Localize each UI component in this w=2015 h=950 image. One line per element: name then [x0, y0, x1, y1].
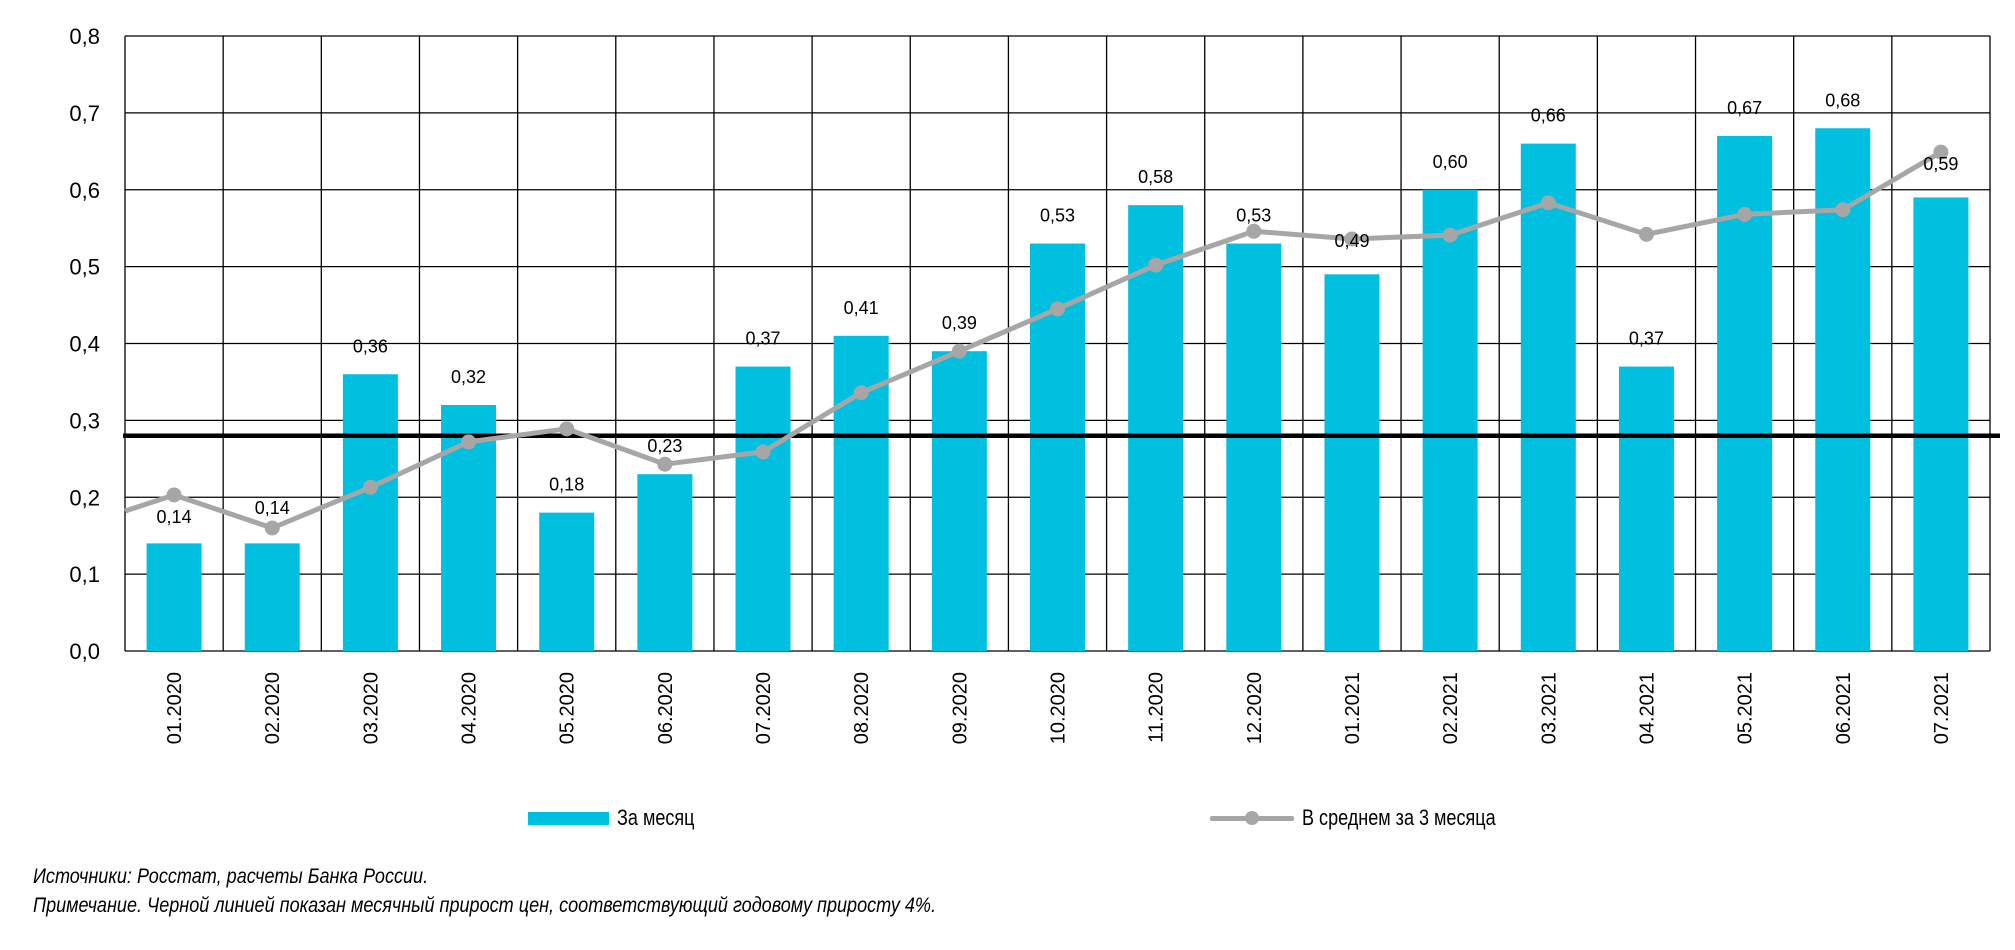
x-tick-label: 11.2020: [1146, 672, 1168, 743]
bar: [1226, 243, 1282, 651]
line-point: [1737, 206, 1753, 222]
bar: [931, 351, 987, 651]
legend-item-monthly: За месяц: [528, 805, 712, 831]
line-point: [1933, 144, 1949, 160]
line-point: [1540, 195, 1556, 211]
data-label: 0,37: [1629, 329, 1664, 349]
data-label: 0,39: [942, 313, 977, 333]
data-label: 0,49: [1334, 231, 1369, 251]
line-point: [755, 444, 771, 460]
x-tick-label: 02.2020: [262, 672, 284, 744]
legend-bar-swatch: [528, 811, 609, 825]
line-point: [1246, 223, 1262, 239]
data-label: 0,60: [1433, 152, 1468, 172]
data-label: 0,53: [1040, 206, 1075, 226]
bar: [342, 374, 398, 651]
line-point: [951, 343, 967, 359]
line-point: [264, 520, 280, 536]
line-point: [1344, 231, 1360, 247]
bar: [146, 543, 202, 651]
line-point: [1835, 202, 1851, 218]
line-point: [362, 479, 378, 495]
data-label: 0,68: [1825, 90, 1860, 110]
data-label: 0,59: [1923, 154, 1958, 174]
x-tick-label: 03.2020: [360, 672, 382, 744]
data-label: 0,66: [1531, 106, 1566, 126]
x-tick-label: 08.2020: [851, 672, 873, 744]
data-label: 0,14: [255, 498, 290, 518]
data-label: 0,58: [1138, 167, 1173, 187]
data-labels: 0,14 0,14 0,36 0,32 0,18 0,23 0,37 0,41 0,39 0,53…: [157, 90, 1959, 527]
data-label: 0,18: [549, 475, 584, 495]
bar: [1520, 143, 1576, 651]
x-tick-label: 06.2020: [655, 672, 677, 744]
line-point: [1442, 227, 1458, 243]
x-tick-label: 01.2020: [164, 672, 186, 744]
data-label: 0,36: [353, 336, 388, 356]
chart: 0,14 0,14 0,36 0,32 0,18 0,23 0,37 0,41 0,39 0,53…: [69, 24, 2000, 744]
x-tick-label: 12.2020: [1244, 672, 1266, 744]
bar: [1128, 205, 1184, 651]
data-label: 0,53: [1236, 206, 1271, 226]
line-point: [1638, 226, 1654, 242]
line-path: [124, 149, 1943, 531]
line-point: [657, 456, 673, 472]
x-tick-label: 04.2020: [459, 672, 481, 744]
y-tick-label: 0,0: [69, 639, 100, 664]
bar: [1324, 274, 1380, 651]
x-tick-label: 05.2020: [557, 672, 579, 744]
bar: [1913, 197, 1969, 651]
line-point: [1148, 257, 1164, 273]
x-tick-label: 05.2021: [1735, 672, 1757, 744]
data-label: 0,67: [1727, 98, 1762, 118]
x-tick-label: 07.2020: [753, 672, 775, 744]
data-label: 0,23: [647, 436, 682, 456]
y-tick-label: 0,7: [69, 101, 100, 126]
line-point: [1050, 301, 1065, 317]
x-tick-label: 01.2021: [1342, 672, 1364, 744]
bar: [735, 366, 791, 651]
line-point: [166, 487, 182, 503]
data-label: 0,37: [746, 329, 781, 349]
bars-series: [146, 128, 1969, 651]
bar: [244, 543, 300, 651]
footnote: Примечание. Черной линией показан месячн…: [33, 894, 936, 917]
y-tick-label: 0,5: [69, 255, 100, 280]
bar: [1618, 366, 1674, 651]
y-axis: 0,0 0,1 0,2 0,3 0,4 0,5 0,6 0,7 0,8: [69, 24, 100, 664]
x-tick-label: 03.2021: [1538, 672, 1560, 744]
bar: [539, 512, 595, 651]
data-label: 0,14: [157, 507, 192, 527]
x-tick-label: 04.2021: [1636, 672, 1658, 744]
y-tick-label: 0,8: [69, 24, 100, 49]
x-tick-label: 06.2021: [1833, 672, 1855, 744]
x-tick-label: 10.2020: [1048, 672, 1070, 744]
source-note: Источники: Росстат, расчеты Банка России…: [33, 865, 429, 888]
line-series: [124, 144, 1949, 536]
bar: [1422, 189, 1478, 651]
notes: Источники: Росстат, расчеты Банка России…: [33, 862, 1083, 920]
data-label: 0,41: [844, 298, 879, 318]
legend-label-3m-average: В среднем за 3 месяца: [1302, 805, 1496, 830]
legend-line-swatch: [1210, 808, 1294, 828]
legend-item-3m-average: В среднем за 3 месяца: [1210, 805, 1538, 831]
x-tick-label: 07.2021: [1931, 672, 1953, 744]
y-tick-label: 0,6: [69, 178, 100, 203]
line-point: [461, 434, 477, 450]
y-tick-label: 0,4: [69, 332, 100, 357]
line-point: [853, 385, 869, 401]
data-label: 0,32: [451, 367, 486, 387]
bar: [637, 474, 693, 651]
y-tick-label: 0,3: [69, 408, 100, 433]
line-point: [559, 421, 575, 437]
x-axis: 01.2020 02.2020 03.2020 04.2020 05.2020 06.20…: [164, 672, 1953, 744]
legend-label-monthly: За месяц: [617, 805, 695, 830]
y-tick-label: 0,2: [69, 485, 100, 510]
x-tick-label: 09.2020: [949, 672, 971, 744]
y-tick-label: 0,1: [69, 562, 100, 587]
x-tick-label: 02.2021: [1440, 672, 1462, 744]
